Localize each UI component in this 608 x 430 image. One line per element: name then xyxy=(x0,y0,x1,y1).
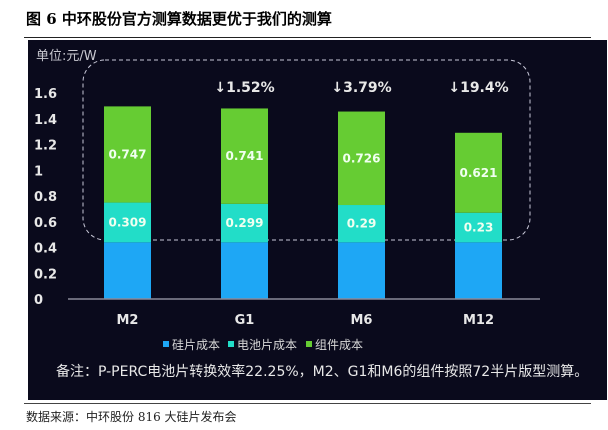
title-rule xyxy=(24,37,591,38)
data-label: 0.23 xyxy=(464,221,494,235)
data-source: 数据来源：中环股份 816 大硅片发布会 xyxy=(26,410,237,424)
legend-swatch xyxy=(163,341,169,347)
y-tick-label: 0.8 xyxy=(34,190,57,205)
bar-segment-G1-2 xyxy=(221,108,268,204)
source-rule xyxy=(24,403,591,404)
change-annotation: ↓1.52% xyxy=(214,80,274,96)
bar-segment-M12-1 xyxy=(455,212,502,243)
x-tick-label: M12 xyxy=(463,313,494,328)
bar-segment-G1-1 xyxy=(221,203,268,243)
y-tick-label: 1 xyxy=(34,164,43,179)
y-tick-label: 0.4 xyxy=(34,242,57,257)
bar-segment-G1-0 xyxy=(221,242,268,299)
y-tick-label: 1.6 xyxy=(34,87,57,102)
bar-segment-M2-2 xyxy=(104,106,151,203)
bar-segment-M12-2 xyxy=(455,132,502,213)
y-tick-label: 0.6 xyxy=(34,216,57,231)
data-label: 0.299 xyxy=(226,216,264,230)
bar-segment-M6-1 xyxy=(338,205,385,243)
chart-note: 备注：P-PERC电池片转换效率22.25%，M2、G1和M6的组件按照72半片… xyxy=(56,364,589,380)
legend-label: 电池片成本 xyxy=(237,338,297,352)
change-annotation: ↓19.4% xyxy=(448,80,508,96)
y-tick-label: 0.2 xyxy=(34,267,57,282)
data-label: 0.726 xyxy=(343,151,381,165)
bar-segment-M12-0 xyxy=(455,242,502,299)
y-tick-label: 1.4 xyxy=(34,113,57,128)
x-tick-label: M6 xyxy=(351,313,373,328)
x-tick-label: M2 xyxy=(117,313,139,328)
bar-segment-M2-1 xyxy=(104,202,151,243)
legend-label: 硅片成本 xyxy=(172,338,220,352)
x-tick-label: G1 xyxy=(235,313,255,328)
bar-segment-M6-0 xyxy=(338,242,385,299)
legend-swatch xyxy=(228,341,234,347)
data-label: 0.29 xyxy=(347,217,377,231)
legend-swatch xyxy=(306,341,312,347)
data-label: 0.747 xyxy=(109,147,147,161)
figure-title: 图 6 中环股份官方测算数据更优于我们的测算 xyxy=(26,10,332,28)
legend-label: 组件成本 xyxy=(315,338,363,352)
unit-label: 单位:元/W xyxy=(36,49,97,64)
data-label: 0.741 xyxy=(226,149,264,163)
data-label: 0.309 xyxy=(109,215,147,229)
bar-segment-M2-0 xyxy=(104,242,151,299)
y-tick-label: 1.2 xyxy=(34,139,57,154)
change-annotation: ↓3.79% xyxy=(331,80,391,96)
y-tick-label: 0 xyxy=(34,293,43,308)
highlight-box xyxy=(82,59,531,241)
data-label: 0.621 xyxy=(460,166,498,180)
bar-segment-M6-2 xyxy=(338,111,385,206)
